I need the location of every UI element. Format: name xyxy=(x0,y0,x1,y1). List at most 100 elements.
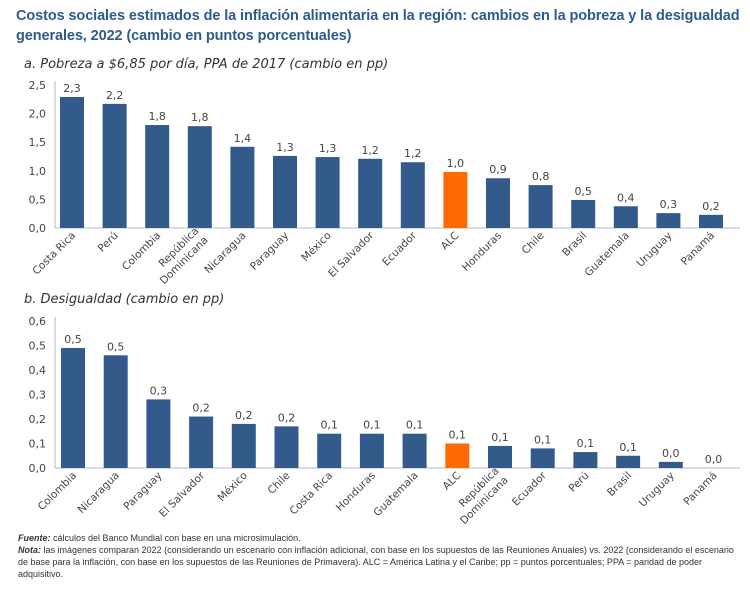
data-label: 1,2 xyxy=(404,147,422,160)
data-label: 0,3 xyxy=(660,198,678,211)
x-tick-label: Uruguay xyxy=(634,230,674,270)
y-tick-label: 0,0 xyxy=(29,462,47,475)
x-tick-label: Paraguay xyxy=(121,470,164,513)
x-tick-label: Ecuador xyxy=(510,469,549,508)
bar xyxy=(486,178,510,228)
chart-a: 0,0 0,5 1,0 1,5 2,0 2,5 2,3 Costa Rica 2,2 Perú 1,… xyxy=(29,79,740,287)
bar xyxy=(443,171,468,228)
x-tick-label: México xyxy=(216,470,250,504)
x-tick-label: Paraguay xyxy=(248,230,291,273)
bar xyxy=(189,416,214,468)
data-label: 0,1 xyxy=(320,419,338,432)
x-tick-label: Brasil xyxy=(560,230,589,259)
source-label: Fuente: xyxy=(18,533,51,543)
data-label: 1,8 xyxy=(148,110,166,123)
chart-b-title: b. Desigualdad (cambio en pp) xyxy=(24,292,225,307)
data-label: 1,2 xyxy=(361,144,379,157)
data-label: 0,1 xyxy=(363,419,381,432)
bar xyxy=(102,103,127,228)
y-tick-label: 1,0 xyxy=(29,165,47,178)
bar xyxy=(231,423,256,468)
y-tick-label: 0,1 xyxy=(29,438,47,451)
x-tick-label: Colombia xyxy=(36,470,79,513)
x-tick-label: Panamá xyxy=(681,470,719,508)
y-tick-label: 0,0 xyxy=(29,222,47,235)
bar xyxy=(488,445,512,468)
bar xyxy=(530,448,555,468)
data-label: 1,0 xyxy=(447,157,465,170)
x-tick-label: Panamá xyxy=(679,230,717,268)
chart-b: 0,0 0,1 0,2 0,3 0,4 0,5 0,6 0,5 Colombia 0,5 Nicar… xyxy=(29,315,740,527)
bar xyxy=(230,146,255,228)
bar xyxy=(145,125,170,228)
bar xyxy=(656,213,681,228)
footer: Fuente: cálculos del Banco Mundial con b… xyxy=(18,532,738,580)
bar xyxy=(274,426,299,468)
x-tick-label: Brasil xyxy=(605,470,634,499)
data-label: 0,1 xyxy=(449,429,467,442)
x-tick-label: Guatemala xyxy=(583,230,632,279)
y-tick-label: 2,0 xyxy=(29,108,47,121)
data-label: 0,5 xyxy=(574,185,592,198)
note-text: las imágenes comparan 2022 (considerando… xyxy=(18,545,734,579)
y-tick-label: 2,5 xyxy=(29,79,47,92)
y-tick-label: 0,2 xyxy=(29,413,47,426)
y-tick-label: 0,6 xyxy=(29,315,47,328)
y-tick-label: 0,5 xyxy=(29,340,47,353)
data-label: 0,8 xyxy=(532,170,550,183)
bar xyxy=(573,452,598,468)
data-label: 0,5 xyxy=(64,333,82,346)
data-label: 0,9 xyxy=(489,163,507,176)
x-tick-label: Perú xyxy=(96,230,121,255)
source-text: cálculos del Banco Mundial con base en u… xyxy=(50,533,301,543)
bar xyxy=(616,455,641,468)
data-label: 2,2 xyxy=(106,89,124,102)
x-tick-label: ALC xyxy=(441,470,464,493)
data-label: 0,1 xyxy=(491,431,509,444)
data-label: 0,2 xyxy=(235,409,253,422)
bar xyxy=(613,206,638,228)
data-label: 1,3 xyxy=(319,142,337,155)
x-tick-label: Ecuador xyxy=(380,229,419,268)
x-tick-label: Honduras xyxy=(460,230,504,274)
data-label: 1,3 xyxy=(276,141,294,154)
data-label: 0,0 xyxy=(662,447,680,460)
bar xyxy=(445,443,470,468)
x-tick-label: Chile xyxy=(266,470,293,497)
bar xyxy=(146,399,171,468)
y-tick-label: 0,4 xyxy=(29,364,47,377)
x-tick-label: El Salvador xyxy=(326,229,377,280)
x-tick-label: Honduras xyxy=(334,470,378,514)
x-tick-label: Perú xyxy=(566,470,591,495)
x-tick-label: Nicaragua xyxy=(76,470,122,516)
x-tick-label: Costa Rica xyxy=(30,230,78,278)
bar xyxy=(400,162,425,228)
bar xyxy=(273,155,297,228)
figure-title: Costos sociales estimados de la inflació… xyxy=(16,8,740,44)
data-label: 1,4 xyxy=(234,132,252,145)
bar xyxy=(658,461,683,468)
bar xyxy=(571,199,596,228)
x-tick-label: ALC xyxy=(439,230,462,253)
data-label: 0,1 xyxy=(577,437,595,450)
data-label: 0,0 xyxy=(705,453,723,466)
x-tick-label: Chile xyxy=(520,230,547,257)
x-tick-label: México xyxy=(299,230,333,264)
data-label: 0,5 xyxy=(107,340,125,353)
data-label: 0,2 xyxy=(192,402,210,415)
bar xyxy=(317,433,342,468)
bar xyxy=(103,355,128,468)
chart-a-title: a. Pobreza a $6,85 por día, PPA de 2017 … xyxy=(24,57,389,72)
bar xyxy=(358,158,383,228)
bar xyxy=(699,214,723,228)
data-label: 0,3 xyxy=(150,384,168,397)
x-tick-label: Nicaragua xyxy=(202,230,248,276)
y-tick-label: 0,5 xyxy=(29,193,47,206)
x-tick-label: El Salvador xyxy=(157,469,208,520)
note-label: Nota: xyxy=(18,545,41,555)
data-label: 0,1 xyxy=(619,441,637,454)
data-label: 2,3 xyxy=(63,82,81,95)
data-label: 0,1 xyxy=(534,433,552,446)
data-label: 0,1 xyxy=(406,419,424,432)
